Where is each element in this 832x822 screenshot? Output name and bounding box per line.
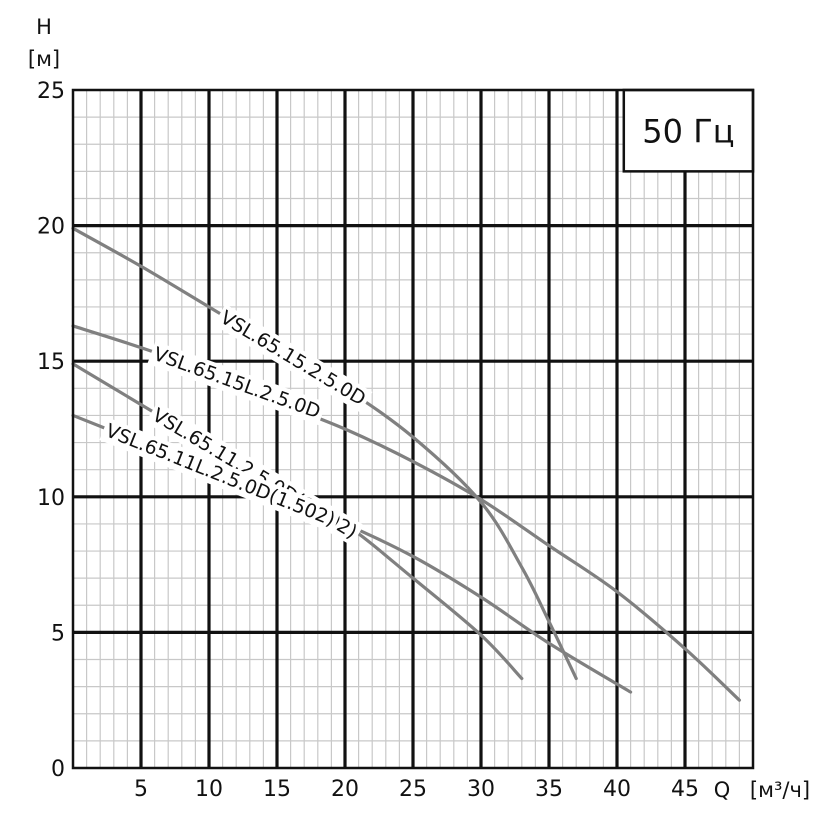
series-label-bg-1 bbox=[213, 304, 373, 413]
x-tick-label: 5 bbox=[134, 777, 148, 802]
y-tick-label: 5 bbox=[51, 621, 65, 646]
series-label-bg-4 bbox=[99, 417, 342, 533]
y-tick-label: 0 bbox=[51, 757, 65, 782]
series-label-4: VSL.65.11L.2.5.0D(1.502) bbox=[103, 420, 339, 531]
x-tick-label: 35 bbox=[535, 777, 563, 802]
x-tick-label: 10 bbox=[195, 777, 223, 802]
series-line-1 bbox=[71, 226, 578, 681]
x-tick-labels: 5 10 15 20 25 30 35 40 45 bbox=[134, 777, 699, 802]
x-tick-label: 20 bbox=[331, 777, 359, 802]
x-tick-label: 15 bbox=[263, 777, 291, 802]
y-axis-unit: [м] bbox=[28, 47, 60, 71]
x-tick-label: 45 bbox=[671, 777, 699, 802]
minor-grid bbox=[73, 90, 753, 768]
x-axis-symbol: Q bbox=[714, 778, 731, 802]
y-axis-symbol: H bbox=[36, 15, 52, 39]
series-label-bg-2 bbox=[147, 341, 327, 426]
frequency-label: 50 Гц bbox=[642, 113, 734, 151]
x-axis-unit: [м³/ч] bbox=[750, 778, 810, 802]
x-tick-label: 40 bbox=[603, 777, 631, 802]
y-tick-label: 15 bbox=[37, 350, 65, 375]
y-tick-labels: 0 5 10 15 20 25 bbox=[37, 79, 65, 782]
series-line-2 bbox=[71, 324, 741, 702]
plot-frame bbox=[71, 88, 755, 770]
frequency-box: 50 Гц bbox=[622, 88, 755, 173]
series-label-group-4: VSL.65.11L.2.5.0D(1.502) bbox=[99, 417, 342, 533]
x-tick-label: 30 bbox=[467, 777, 495, 802]
y-tick-label: 20 bbox=[37, 215, 65, 240]
y-tick-label: 25 bbox=[37, 79, 65, 104]
x-tick-label: 25 bbox=[399, 777, 427, 802]
y-tick-label: 10 bbox=[37, 486, 65, 511]
